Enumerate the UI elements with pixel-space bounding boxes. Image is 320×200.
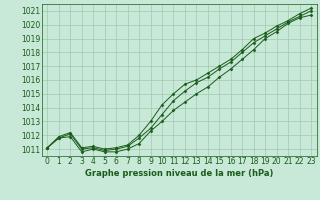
X-axis label: Graphe pression niveau de la mer (hPa): Graphe pression niveau de la mer (hPa)	[85, 169, 273, 178]
